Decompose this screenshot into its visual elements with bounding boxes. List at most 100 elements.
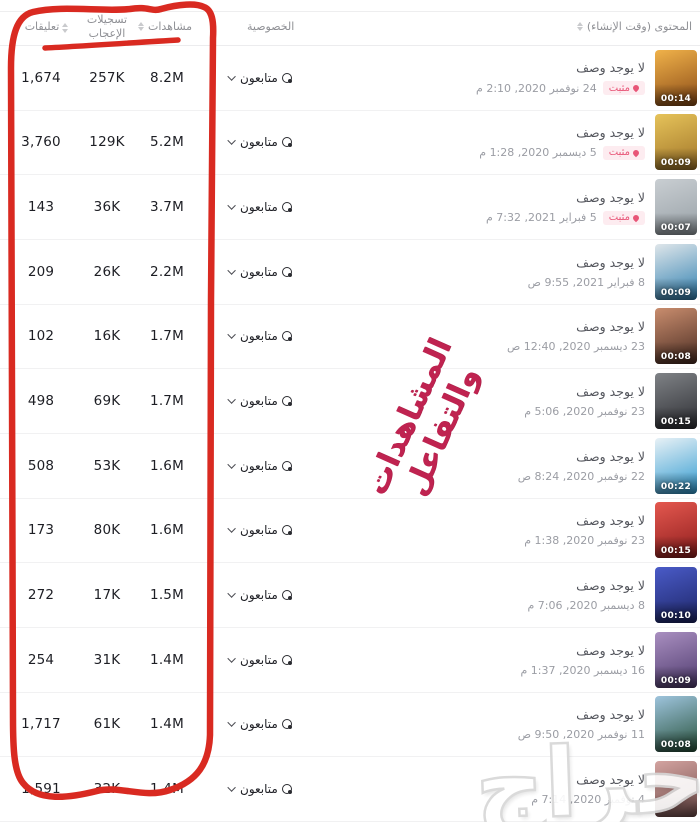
video-thumbnail[interactable]: 00:09 [655, 243, 697, 300]
video-thumbnail[interactable]: 00:07 [655, 179, 697, 236]
eye-icon [281, 460, 292, 471]
video-description: لا يوجد وصف [576, 60, 645, 76]
column-header-content[interactable]: المحتوى (وقت الإنشاء) [576, 20, 692, 33]
video-thumbnail[interactable]: 00:08 [655, 696, 697, 753]
content-cell: 00:08 لا يوجد وصف 23 ديسمبر 2020, 12:40 … [507, 305, 697, 369]
comments-count: 254 [27, 651, 55, 668]
video-thumbnail[interactable]: 00:10 [655, 567, 697, 624]
video-description: لا يوجد وصف [576, 707, 645, 723]
content-header-label: المحتوى (وقت الإنشاء) [586, 20, 692, 33]
likes-count: 53K [93, 457, 121, 474]
video-duration: 00:08 [660, 352, 692, 363]
video-duration: 00:15 [660, 417, 692, 428]
privacy-dropdown[interactable]: متابعون [227, 649, 294, 671]
content-cell: 00:14 لا يوجد وصف مثبت 24 نوفمبر 2020, 2… [476, 46, 697, 110]
sort-icon[interactable] [62, 23, 68, 33]
likes-count: 16K [93, 328, 121, 345]
privacy-dropdown-label: متابعون [240, 458, 278, 473]
chevron-down-icon [227, 395, 236, 404]
video-duration: 00:09 [660, 158, 692, 169]
views-count: 1.7M [150, 328, 184, 345]
privacy-dropdown-label: متابعون [240, 652, 278, 667]
privacy-dropdown-label: متابعون [240, 523, 278, 538]
chevron-down-icon [227, 654, 236, 663]
video-date: 16 ديسمبر 2020, 1:37 م [520, 663, 645, 677]
video-date: 24 نوفمبر 2020, 2:10 م [476, 81, 597, 95]
video-description: لا يوجد وصف [576, 384, 645, 400]
privacy-dropdown[interactable]: متابعون [227, 519, 294, 541]
likes-count: 31K [93, 651, 121, 668]
video-row: 254 31K 1.4M متابعون 00:09 لا يوجد وصف 1… [0, 628, 700, 693]
privacy-dropdown[interactable]: متابعون [227, 325, 294, 347]
privacy-dropdown-label: متابعون [240, 329, 278, 344]
content-cell: 00:08 لا يوجد وصف 11 نوفمبر 2020, 9:50 ص [518, 693, 697, 757]
content-cell: 00:10 لا يوجد وصف 8 ديسمبر 2020, 7:06 م [527, 563, 697, 627]
video-description: لا يوجد وصف [576, 124, 645, 140]
video-row: 272 17K 1.5M متابعون 00:10 لا يوجد وصف 8… [0, 563, 700, 628]
chevron-down-icon [227, 524, 236, 534]
privacy-dropdown[interactable]: متابعون [227, 390, 294, 412]
table-header: تعليقات تسجيلات الإعجاب مشاهدات الخصوصية … [0, 0, 700, 46]
privacy-dropdown[interactable]: متابعون [227, 67, 294, 89]
video-description: لا يوجد وصف [576, 772, 645, 788]
eye-icon [281, 719, 292, 730]
content-cell: لا يوجد وصف 4 نوفمبر 2020, 7:14 م [531, 757, 697, 821]
video-duration: 00:15 [660, 546, 692, 557]
video-thumbnail[interactable]: 00:14 [655, 49, 697, 106]
likes-count: 17K [93, 587, 121, 604]
privacy-dropdown[interactable]: متابعون [227, 131, 294, 153]
privacy-dropdown[interactable]: متابعون [227, 196, 294, 218]
views-count: 3.7M [150, 199, 184, 216]
video-description: لا يوجد وصف [576, 513, 645, 529]
video-date: 5 فبراير 2021, 7:32 م [485, 211, 597, 225]
video-duration: 00:09 [660, 287, 692, 298]
table-top-border [0, 11, 700, 12]
privacy-dropdown[interactable]: متابعون [227, 584, 294, 606]
video-date: 8 ديسمبر 2020, 7:06 م [527, 599, 645, 613]
video-thumbnail[interactable]: 00:08 [655, 308, 697, 365]
video-thumbnail[interactable]: 00:09 [655, 631, 697, 688]
video-duration: 00:07 [660, 223, 692, 234]
pinned-badge: مثبت [602, 145, 645, 160]
privacy-dropdown-label: متابعون [240, 717, 278, 732]
video-description: لا يوجد وصف [576, 642, 645, 658]
column-header-views[interactable]: مشاهدات [138, 20, 192, 33]
content-cell: 00:09 لا يوجد وصف 8 فبراير 2021, 9:55 ص [528, 240, 697, 304]
eye-icon [281, 266, 292, 277]
privacy-header-label: الخصوصية [247, 20, 295, 33]
video-description: لا يوجد وصف [576, 578, 645, 594]
comments-header-label: تعليقات [24, 20, 60, 33]
video-duration: 00:09 [660, 675, 692, 686]
video-date: 23 نوفمبر 2020, 1:38 م [524, 534, 645, 548]
video-thumbnail[interactable]: 00:22 [655, 437, 697, 494]
views-count: 1.7M [150, 393, 184, 410]
eye-icon [281, 396, 292, 407]
privacy-dropdown[interactable]: متابعون [227, 261, 294, 283]
video-thumbnail[interactable]: 00:15 [655, 502, 697, 559]
views-count: 2.2M [150, 263, 184, 280]
eye-icon [281, 784, 292, 795]
video-row: 1,674 257K 8.2M متابعون 00:14 لا يوجد وص… [0, 46, 700, 111]
column-header-likes[interactable]: تسجيلات الإعجاب [76, 13, 138, 41]
chevron-down-icon [227, 136, 236, 146]
content-cell: 00:09 لا يوجد وصف 16 ديسمبر 2020, 1:37 م [520, 628, 697, 692]
video-row: 102 16K 1.7M متابعون 00:08 لا يوجد وصف 2… [0, 305, 700, 370]
header-divider [0, 45, 700, 46]
video-thumbnail[interactable] [655, 761, 697, 818]
privacy-dropdown[interactable]: متابعون [227, 778, 294, 800]
content-cell: 00:15 لا يوجد وصف 23 نوفمبر 2020, 5:06 م [524, 369, 697, 433]
privacy-dropdown[interactable]: متابعون [227, 455, 294, 477]
video-thumbnail[interactable]: 00:09 [655, 114, 697, 171]
comments-count: 173 [27, 522, 55, 539]
views-count: 1.5M [150, 587, 184, 604]
chevron-down-icon [227, 72, 236, 81]
privacy-dropdown[interactable]: متابعون [227, 713, 294, 735]
content-cell: 00:15 لا يوجد وصف 23 نوفمبر 2020, 1:38 م [524, 499, 697, 563]
video-thumbnail[interactable]: 00:15 [655, 373, 697, 430]
video-duration: 00:08 [660, 740, 692, 751]
video-row: 1,717 61K 1.4M متابعون 00:08 لا يوجد وصف… [0, 693, 700, 758]
views-count: 1.4M [150, 716, 184, 733]
views-count: 1.4M [150, 651, 184, 668]
likes-header-label: تسجيلات الإعجاب [86, 13, 128, 40]
likes-count: 36K [93, 199, 121, 216]
